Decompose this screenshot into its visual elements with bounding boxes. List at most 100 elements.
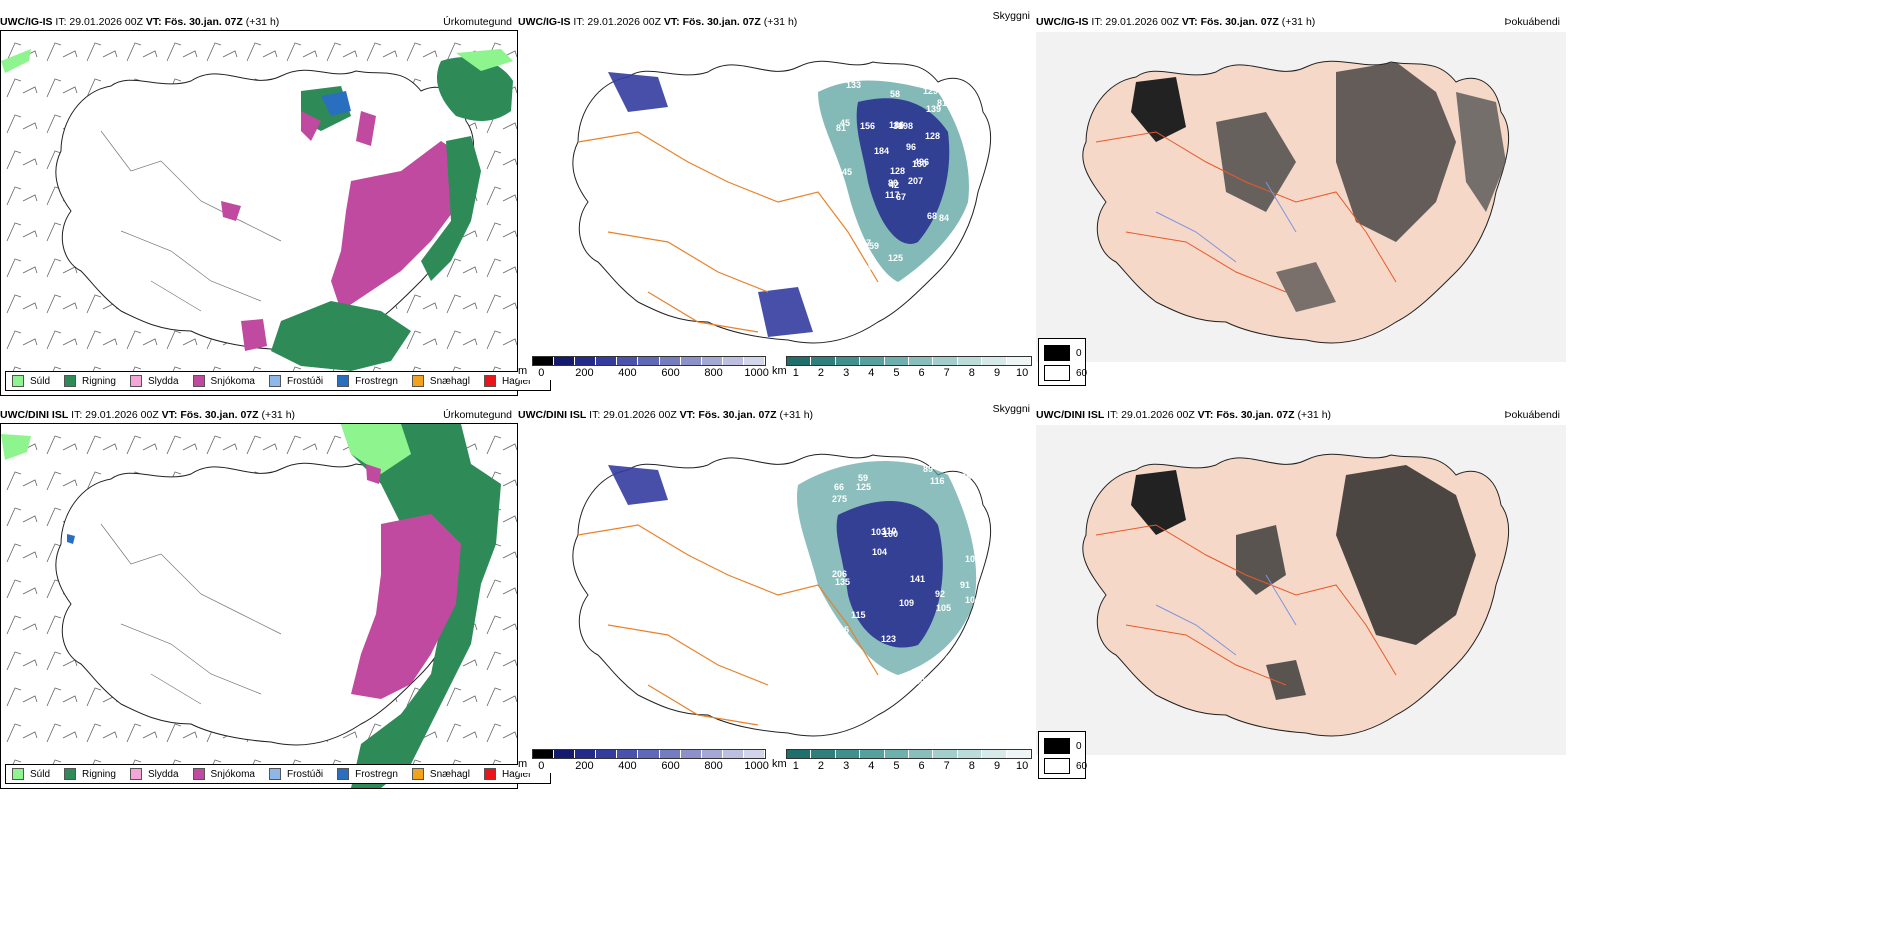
valid-time: Fös. 30.jan. 07Z <box>682 16 761 28</box>
ceiling-label: 38 <box>893 121 903 131</box>
legend-label: Slydda <box>147 768 179 780</box>
scale-swatch <box>680 357 702 365</box>
precip-legend: Súld Rigning Slydda Snjókoma Frostúði Frostre… <box>5 764 552 784</box>
panel-precip-row1: UWC/IG-IS IT: 29.01.2026 00Z VT: Fös. 30… <box>0 14 552 396</box>
model-name: UWC/DINI ISL <box>1036 409 1105 421</box>
legend-swatch <box>129 768 142 780</box>
scale-swatch <box>884 357 910 365</box>
ceiling-label: 58 <box>890 89 900 99</box>
scale-swatch <box>743 357 766 365</box>
visibility-map-svg: 67 81 42 149 130 159 129 198 139 207 133 108 245 53 11… <box>572 60 992 344</box>
legend-label: Frostregn <box>355 375 398 387</box>
valid-label: VT: <box>161 409 178 421</box>
ceiling-label: 110 <box>882 526 897 536</box>
ceiling-label: 135 <box>834 625 849 635</box>
ceiling-label: 156 <box>860 121 875 131</box>
field-name: Skyggni <box>992 403 1030 415</box>
ceiling-label: 207 <box>908 176 923 186</box>
legend-label: Snæhagl <box>429 768 470 780</box>
model-name: UWC/DINI ISL <box>518 409 587 421</box>
ceiling-label: 198 <box>898 121 913 131</box>
ceiling-label: 130 <box>912 159 927 169</box>
precip-map-svg <box>1 31 517 395</box>
scale-swatch <box>617 357 639 365</box>
panel-precip-row2: UWC/DINI ISL IT: 29.01.2026 00Z VT: Fös.… <box>0 407 552 789</box>
ceiling-label: 110 <box>845 286 860 296</box>
ceiling-label: 109 <box>899 598 914 608</box>
ceiling-label: 81 <box>955 282 965 292</box>
valid-time: Fös. 30.jan. 07Z <box>180 409 259 421</box>
legend-item: Snjókoma <box>192 375 255 387</box>
scale-swatch <box>982 357 1007 365</box>
scale-tick-label: 7 <box>943 367 950 379</box>
init-time: IT: 29.01.2026 00Z <box>1091 16 1179 28</box>
scale-tick-label: 3 <box>843 367 850 379</box>
legend-swatch <box>268 768 281 780</box>
scale-tick-label: 8 <box>968 367 975 379</box>
ceiling-label: 103 <box>964 657 979 667</box>
legend-label: Frostúði <box>286 375 324 387</box>
legend-label: Snæhagl <box>429 375 470 387</box>
scale-tick-label: 200 <box>575 760 594 772</box>
legend-swatch <box>192 375 205 387</box>
ceiling-label: 159 <box>864 241 879 251</box>
scale-bar <box>532 749 766 759</box>
ceiling-label: 80 <box>888 178 898 188</box>
lead-time: (+31 h) <box>779 409 814 421</box>
scale-swatch <box>533 357 555 365</box>
scale-swatch <box>957 750 983 758</box>
legend-item: Rigning <box>64 768 116 780</box>
ceiling-label: 45 <box>944 654 954 664</box>
ceiling-label: 84 <box>939 213 949 223</box>
valid-label: VT: <box>1181 16 1198 28</box>
legend-swatch <box>337 768 350 780</box>
field-name: Þokuábendi <box>1504 409 1560 421</box>
scale-swatch <box>884 750 910 758</box>
scale-swatch <box>596 357 618 365</box>
scale-swatch <box>638 750 660 758</box>
ceiling-scale: 0 200 400 600 800 1000 m <box>518 749 769 773</box>
scale-bar <box>786 356 1032 366</box>
ceiling-label: 149 <box>831 262 846 272</box>
legend-item: Slydda <box>129 375 179 387</box>
field-name: Skyggni <box>992 10 1030 22</box>
scale-swatch <box>575 357 597 365</box>
legend-label: Haglél <box>501 375 531 387</box>
scale-swatch <box>909 357 934 365</box>
ceiling-label: 139 <box>926 104 941 114</box>
panel-fog-row1: UWC/IG-IS IT: 29.01.2026 00Z VT: Fös. 30… <box>1036 14 1566 386</box>
scale-swatch <box>933 357 958 365</box>
ceiling-label: 19 <box>843 239 853 249</box>
panel-header: UWC/IG-IS IT: 29.01.2026 00Z VT: Fös. 30… <box>518 10 1036 30</box>
scale-swatch <box>701 357 723 365</box>
legend-item: Haglél <box>483 768 531 780</box>
ceiling-label: 106 <box>965 554 980 564</box>
legend-label: Haglél <box>501 768 531 780</box>
legend-item: Rigning <box>64 375 116 387</box>
ceiling-label: 184 <box>874 146 889 156</box>
ceiling-label: 123 <box>881 634 896 644</box>
legend-swatch <box>129 375 142 387</box>
scale-tick-label: 0 <box>538 367 545 379</box>
ceiling-label: 81 <box>836 123 846 133</box>
visibility-map-svg: 92 91 71 59 100 45 135 116 103 307 275 206 66 103 123 1… <box>572 453 992 737</box>
legend-swatch <box>192 768 205 780</box>
init-time: IT: 29.01.2026 00Z <box>573 16 661 28</box>
scale-swatch <box>701 750 723 758</box>
panel-header: UWC/IG-IS IT: 29.01.2026 00Z VT: Fös. 30… <box>0 14 518 30</box>
ceiling-label: 496 <box>914 157 929 167</box>
ceiling-label: 128 <box>890 166 905 176</box>
scale-swatch <box>909 750 934 758</box>
scale-tick-label: 1 <box>792 760 799 772</box>
ceiling-label: 116 <box>930 476 945 486</box>
ceiling-label: 245 <box>837 167 852 177</box>
legend-swatch <box>12 375 24 387</box>
ceiling-label: 135 <box>835 577 850 587</box>
panel-fog-row2: UWC/DINI ISL IT: 29.01.2026 00Z VT: Fös.… <box>1036 407 1566 779</box>
legend-swatch <box>483 375 496 387</box>
legend-label: Frostúði <box>286 768 324 780</box>
legend-swatch <box>337 375 350 387</box>
panel-header: UWC/IG-IS IT: 29.01.2026 00Z VT: Fös. 30… <box>1036 14 1566 30</box>
ceiling-label: 59 <box>858 473 868 483</box>
scale-swatch <box>659 750 681 758</box>
